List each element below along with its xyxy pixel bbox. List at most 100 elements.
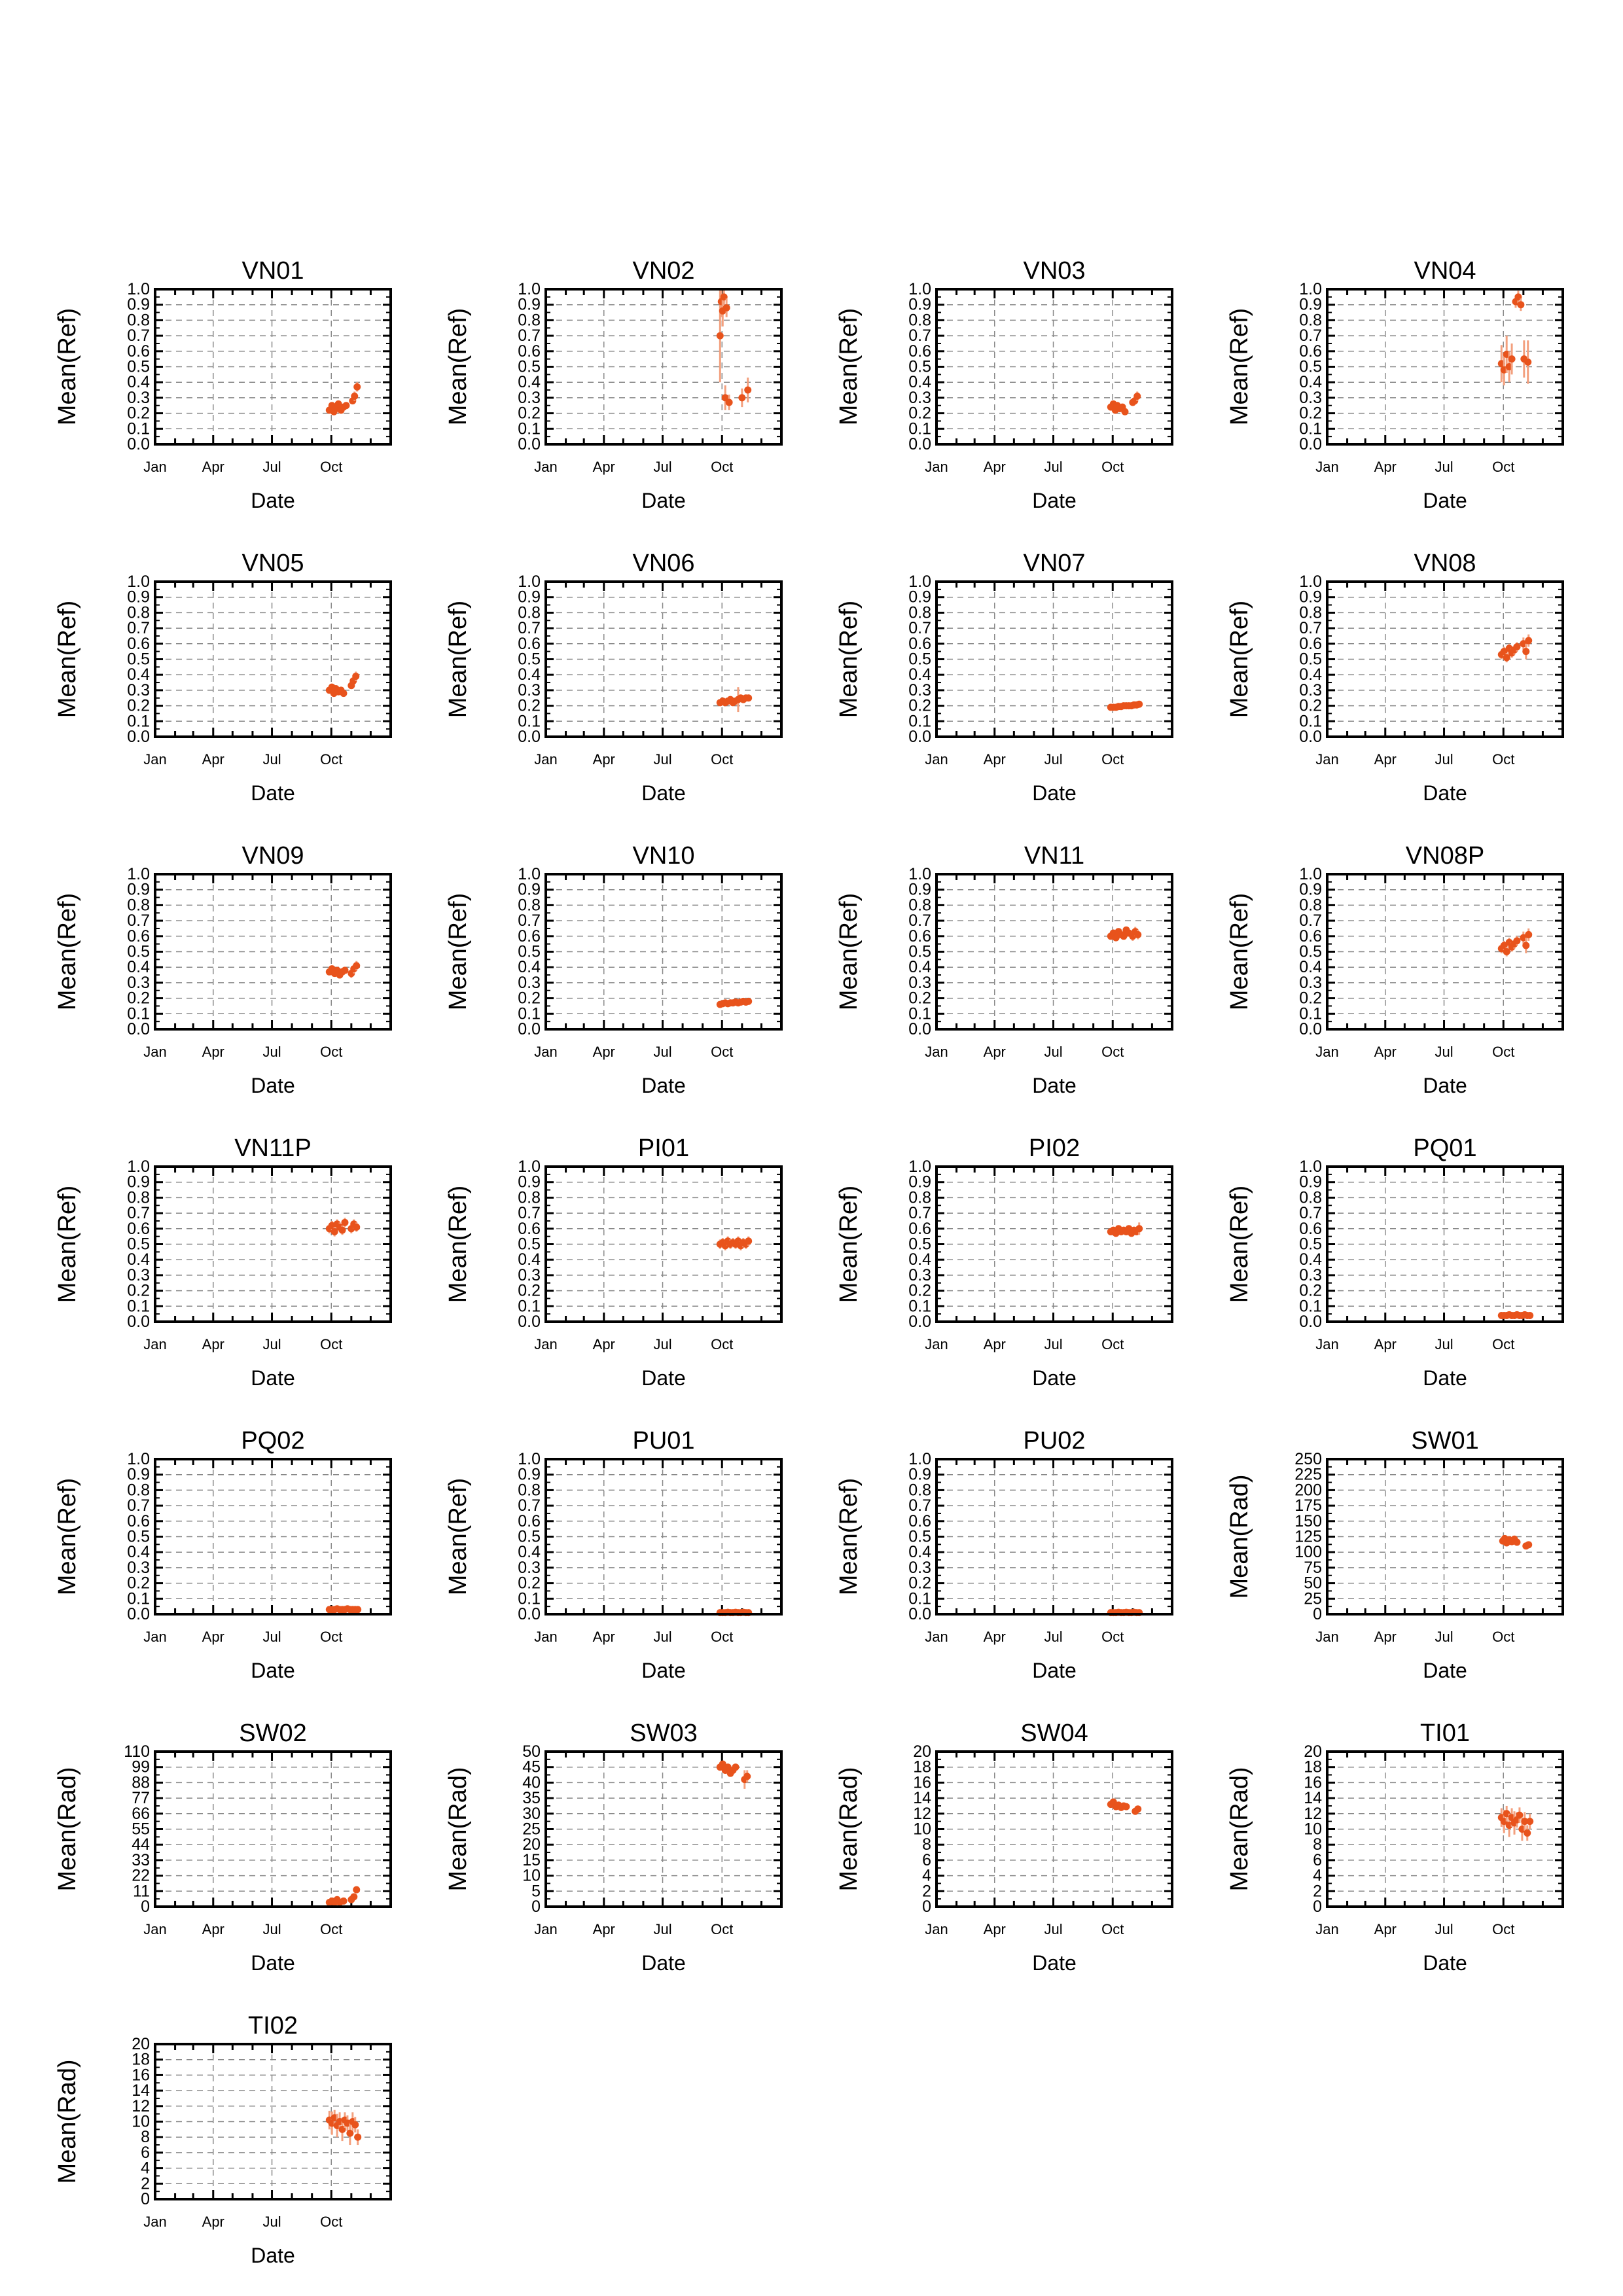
y-tick-label: 0.6 [127, 1512, 150, 1530]
y-tick-label: 0.3 [1299, 1266, 1322, 1284]
y-tick-label: 1.0 [127, 1157, 150, 1176]
y-tick-label: 0.4 [518, 1543, 541, 1561]
data-point [1517, 301, 1525, 309]
plot-frame [544, 873, 783, 1031]
y-tick-label: 16 [1304, 1773, 1322, 1792]
y-tick-label: 0.7 [1299, 327, 1322, 345]
y-tick-label: 0.4 [127, 373, 150, 391]
plot-frame [544, 1750, 783, 1908]
y-tick-label: 10 [913, 1820, 931, 1839]
x-tick-label: Jul [1044, 1921, 1062, 1937]
plot-frame [154, 288, 392, 446]
y-tick-label: 0.8 [908, 896, 931, 914]
y-tick-label: 1.0 [127, 280, 150, 298]
plot-frame [544, 1165, 783, 1323]
x-tick-label: Apr [202, 2214, 224, 2230]
y-tick-label: 50 [1304, 1574, 1322, 1593]
data-point [743, 1773, 751, 1780]
x-tick-label: Apr [593, 1044, 615, 1060]
chart-panel-vn08: VN08 0.00.10.20.30.40.50.60.70.80.91.0 Jan… [1226, 550, 1564, 805]
y-tick-label: 0.1 [518, 712, 541, 730]
y-tick-label: 1.0 [518, 1157, 541, 1176]
y-tick-label: 0.4 [1299, 1250, 1322, 1269]
x-tick-label: Apr [593, 1629, 615, 1645]
y-tick-label: 6 [1313, 1851, 1322, 1869]
y-tick-label: 0.0 [127, 1020, 150, 1038]
y-tick-label: 0.0 [518, 435, 541, 453]
y-tick-label: 0.7 [518, 1496, 541, 1515]
x-tick-label: Oct [1101, 1044, 1124, 1060]
data-point [1134, 930, 1142, 938]
x-tick-label: Jan [143, 1629, 166, 1645]
plot-frame [1326, 580, 1564, 738]
x-tick-label: Jul [262, 1629, 281, 1645]
x-tick-label: Apr [202, 459, 224, 475]
y-tick-label: 0.2 [908, 697, 931, 715]
chart-panel-vn11p: VN11P 0.00.10.20.30.40.50.60.70.80.91.0 Ja… [54, 1135, 392, 1390]
y-tick-label: 0.9 [518, 881, 541, 899]
y-tick-label: 88 [132, 1773, 150, 1792]
y-tick-label: 0.8 [1299, 311, 1322, 329]
y-tick-label: 0.9 [908, 296, 931, 314]
x-tick-label: Jan [925, 1629, 948, 1645]
y-tick-label: 0.2 [1299, 404, 1322, 423]
x-tick-label: Apr [984, 1044, 1006, 1060]
data-point [1135, 700, 1143, 708]
y-tick-label: 0.1 [1299, 419, 1322, 438]
y-tick-label: 0.9 [908, 881, 931, 899]
y-tick-label: 1.0 [1299, 573, 1322, 591]
y-tick-label: 0.0 [908, 1020, 931, 1038]
x-axis-label: Date [251, 2244, 295, 2267]
data-point [351, 2121, 359, 2128]
x-tick-label: Jan [143, 1336, 166, 1352]
y-axis-label: Mean(Ref) [835, 308, 863, 426]
y-tick-label: 0.9 [518, 296, 541, 314]
x-tick-label: Jan [925, 1921, 948, 1937]
y-tick-label: 0.0 [127, 728, 150, 746]
y-tick-label: 0.0 [1299, 435, 1322, 453]
y-tick-label: 0.8 [908, 1481, 931, 1499]
y-tick-label: 0.3 [127, 974, 150, 992]
y-tick-label: 0.6 [518, 1512, 541, 1530]
y-tick-label: 11 [133, 1882, 150, 1900]
y-axis-label: Mean(Rad) [835, 1767, 863, 1891]
data-point [1508, 355, 1516, 363]
y-tick-label: 0.1 [1299, 712, 1322, 730]
panel-title: VN01 [241, 257, 304, 285]
y-tick-label: 0.5 [908, 650, 931, 669]
data-point [346, 2129, 354, 2137]
y-axis-label: Mean(Ref) [444, 893, 472, 1011]
y-tick-label: 0.8 [1299, 1188, 1322, 1207]
y-tick-label: 0.1 [1299, 1004, 1322, 1023]
x-tick-label: Oct [320, 1044, 342, 1060]
data-point [724, 1763, 732, 1771]
y-tick-label: 125 [1294, 1528, 1322, 1546]
panel-title: SW01 [1411, 1427, 1478, 1455]
y-axis-label: Mean(Ref) [444, 1478, 472, 1596]
x-tick-label: Jan [1315, 459, 1338, 475]
y-tick-label: 99 [132, 1758, 150, 1776]
y-tick-label: 6 [141, 2144, 150, 2162]
y-tick-label: 0.4 [518, 665, 541, 684]
plot-frame [154, 1165, 392, 1323]
y-tick-label: 0.5 [127, 1528, 150, 1546]
data-point [354, 1606, 362, 1614]
data-point [1526, 1312, 1534, 1320]
x-tick-label: Apr [1374, 1336, 1397, 1352]
x-axis-label: Date [1423, 781, 1467, 805]
y-tick-label: 1.0 [908, 280, 931, 298]
y-tick-label: 25 [522, 1820, 541, 1839]
y-axis-label: Mean(Ref) [1226, 1186, 1253, 1303]
y-tick-label: 0.3 [127, 1266, 150, 1284]
x-tick-label: Oct [711, 1629, 733, 1645]
x-tick-label: Jul [1435, 751, 1453, 768]
x-tick-label: Jul [653, 1336, 671, 1352]
y-tick-label: 6 [922, 1851, 931, 1869]
y-tick-label: 1.0 [908, 573, 931, 591]
chart-panel-pi01: PI01 0.00.10.20.30.40.50.60.70.80.91.0 Jan… [444, 1135, 783, 1390]
data-point [1135, 1225, 1143, 1233]
x-tick-label: Oct [711, 1044, 733, 1060]
data-point [725, 398, 733, 406]
y-axis-label: Mean(Ref) [54, 308, 81, 426]
